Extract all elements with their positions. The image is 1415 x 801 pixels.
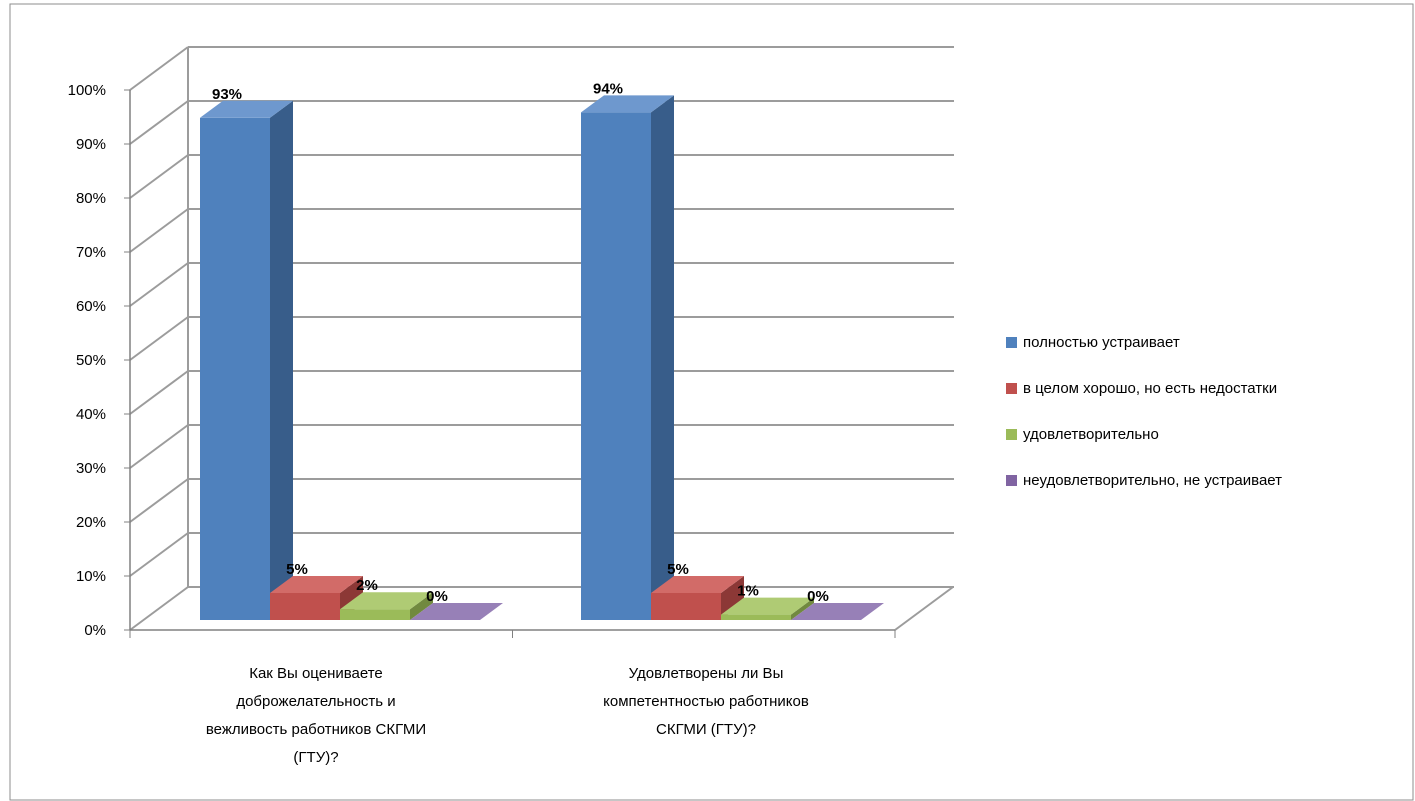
legend-label: в целом хорошо, но есть недостатки (1023, 380, 1277, 397)
gridline-left-wall (129, 370, 189, 415)
data-labels: 93% 5% 2% 0% 94% 5% 1% 0% (212, 80, 829, 605)
bar-top (581, 95, 674, 113)
legend-item: полностью устраивает (1006, 334, 1180, 351)
y-tick-label: 90% (76, 136, 106, 153)
bar (581, 95, 674, 621)
bar-top (791, 603, 884, 620)
bar (791, 603, 884, 620)
data-label: 94% (593, 80, 623, 97)
legend-label: полностью устраивает (1023, 334, 1180, 351)
gridlines (129, 46, 954, 631)
bar-front (581, 112, 651, 621)
category-label-line: вежливость работников СКГМИ (206, 721, 426, 738)
bar-side (721, 576, 744, 620)
bar-front (340, 609, 410, 620)
data-label: 1% (737, 583, 759, 600)
legend-label: удовлетворительно (1023, 426, 1159, 443)
data-label: 5% (286, 561, 308, 578)
data-label: 5% (667, 561, 689, 578)
gridline-left-wall (129, 586, 189, 631)
bar-side (270, 100, 293, 621)
bar (651, 576, 744, 620)
bar (340, 592, 433, 620)
y-tick-label: 60% (76, 298, 106, 315)
y-tick-label: 40% (76, 406, 106, 423)
data-label: 2% (356, 577, 378, 594)
y-tick-label: 10% (76, 568, 106, 585)
category-label-line: СКГМИ (ГТУ)? (656, 721, 756, 738)
legend-item: неудовлетворительно, не устраивает (1006, 472, 1282, 489)
bar-side (651, 95, 674, 620)
y-tick-label: 80% (76, 190, 106, 207)
bar (200, 100, 293, 621)
legend-swatch (1006, 337, 1017, 348)
gridline-left-wall (129, 262, 189, 307)
bar-front (721, 614, 791, 620)
bar-side (791, 597, 814, 620)
gridline-left-wall (129, 316, 189, 361)
category-label-line: доброжелательность и (236, 693, 395, 710)
bar-top (200, 100, 293, 118)
legend-swatch (1006, 429, 1017, 440)
gridline-left-wall (129, 100, 189, 145)
gridline-left-wall (129, 46, 189, 91)
data-label: 0% (426, 588, 448, 605)
legend-swatch (1006, 475, 1017, 486)
category-label-line: (ГТУ)? (293, 749, 338, 766)
bars (200, 95, 884, 621)
legend-item: в целом хорошо, но есть недостатки (1006, 380, 1277, 397)
bar-front (270, 593, 340, 620)
bar-top (721, 597, 814, 615)
bar-top (270, 576, 363, 593)
y-tick-label: 100% (68, 82, 106, 99)
legend-label: неудовлетворительно, не устраивает (1023, 472, 1282, 489)
bar-top (410, 603, 503, 620)
bar-front (200, 117, 270, 621)
bar (270, 576, 363, 620)
data-label: 93% (212, 86, 242, 103)
legend-swatch (1006, 383, 1017, 394)
y-tick-label: 30% (76, 460, 106, 477)
gridline-left-wall (129, 424, 189, 469)
data-label: 0% (807, 588, 829, 605)
gridline-left-wall (129, 478, 189, 523)
y-tick-label: 20% (76, 514, 106, 531)
category-label-line: Как Вы оцениваете (249, 665, 383, 682)
bar-front (651, 593, 721, 620)
bar (721, 597, 814, 620)
legend: полностью устраивает в целом хорошо, но е… (1006, 334, 1282, 489)
category-label-line: Удовлетворены ли Вы (629, 665, 784, 682)
gridline-left-wall (129, 154, 189, 199)
gridline-left-wall (129, 208, 189, 253)
y-tick-label: 50% (76, 352, 106, 369)
bar-top (340, 592, 433, 610)
chart-frame (9, 3, 1414, 801)
category-labels: Как Вы оцениваете доброжелательность и веж… (206, 665, 809, 766)
bar (410, 603, 503, 620)
bar-side (410, 592, 433, 620)
legend-item: удовлетворительно (1006, 426, 1159, 443)
y-tick-label: 0% (84, 622, 106, 639)
bar-top (651, 576, 744, 593)
category-label-line: компетентностью работников (603, 693, 809, 710)
gridline-left-wall (129, 532, 189, 577)
axes: 0% 10% 20% 30% 40% 50% 60% 70% 80% 90% 100% (68, 47, 954, 639)
y-tick-label: 70% (76, 244, 106, 261)
floor-right-edge (894, 586, 954, 631)
